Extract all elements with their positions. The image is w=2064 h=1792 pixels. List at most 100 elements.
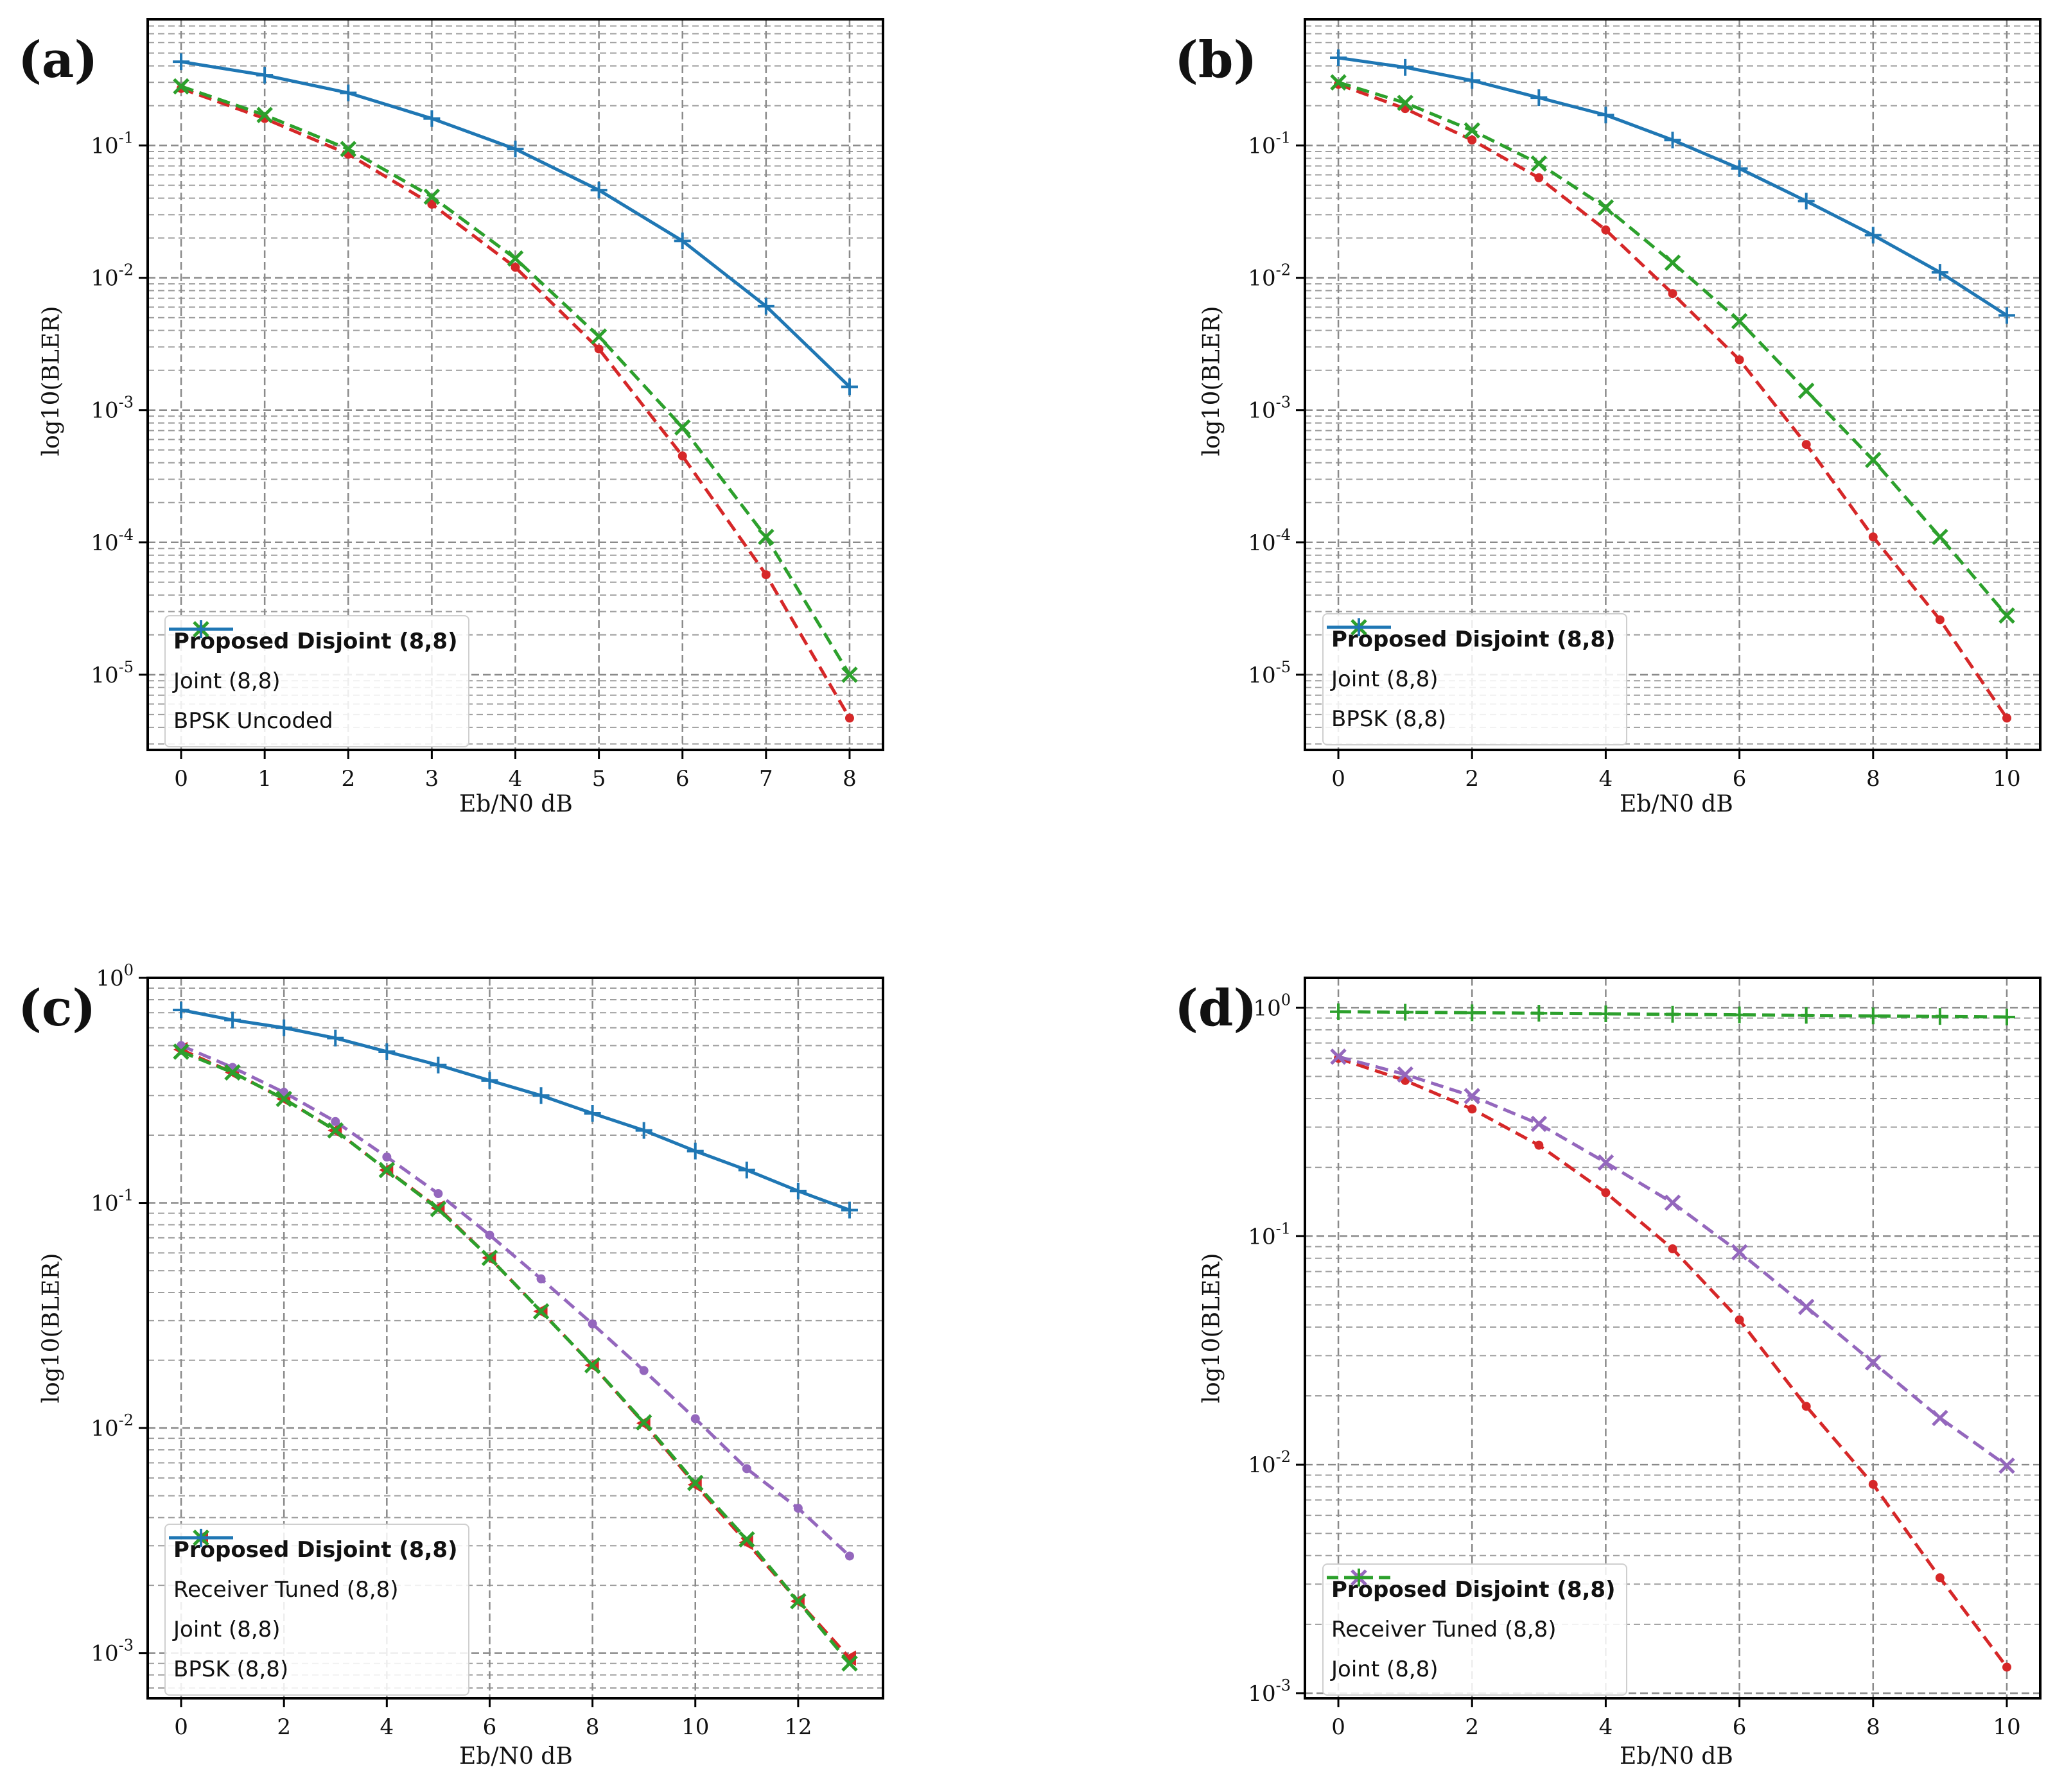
- y-tick-label: 10-3: [91, 1637, 134, 1667]
- data-point: [507, 141, 524, 158]
- chart-c: 100 10-1 10-2 10-3 0 2 4 6 8 10 12: [91, 961, 884, 1740]
- x-tick-label: 2: [277, 1714, 291, 1740]
- data-point: [275, 1019, 293, 1036]
- x-tick-label: 8: [586, 1714, 600, 1740]
- y-tick-label: 10-2: [91, 1411, 134, 1441]
- data-point: [378, 1043, 396, 1060]
- data-point: [1534, 173, 1544, 182]
- x-tick-label: 4: [380, 1714, 394, 1740]
- data-point: [481, 1072, 498, 1089]
- data-point: [2002, 1662, 2011, 1672]
- y-tick-label: 10-1: [91, 129, 134, 159]
- data-point: [1931, 264, 1948, 281]
- data-point: [1865, 451, 1882, 469]
- data-point: [532, 1303, 550, 1320]
- x-tick-label: 8: [843, 766, 857, 792]
- data-point: [590, 182, 608, 199]
- y-axis-label: log10(BLER): [1198, 1253, 1225, 1404]
- x-tick-label: 6: [1733, 1714, 1747, 1740]
- data-point: [1935, 1573, 1945, 1583]
- x-axis-label: Eb/N0 dB: [459, 1743, 573, 1770]
- legend-entry: Proposed Disjoint (8,8): [169, 622, 458, 661]
- data-point: [173, 1043, 189, 1060]
- data-point: [433, 1189, 443, 1199]
- legend-entry: Joint (8,8): [1327, 619, 1616, 699]
- data-point: [841, 666, 858, 683]
- data-point: [739, 1531, 755, 1548]
- data-point: [1797, 1007, 1815, 1024]
- data-point: [331, 1117, 340, 1126]
- data-point: [224, 1011, 241, 1029]
- data-point: [1330, 1003, 1347, 1020]
- data-point: [790, 1593, 807, 1610]
- data-point: [1664, 132, 1681, 149]
- data-point: [1530, 155, 1548, 172]
- data-point: [1998, 307, 2015, 324]
- x-tick-label: 2: [1465, 1714, 1479, 1740]
- series-line: [1338, 82, 2009, 719]
- data-point: [2002, 713, 2011, 723]
- data-point: [590, 328, 608, 345]
- data-point: [1735, 1315, 1744, 1325]
- x-tick-label: 6: [1733, 766, 1747, 792]
- data-point: [1868, 1479, 1878, 1489]
- y-tick-label: 100: [96, 961, 134, 991]
- data-point: [674, 232, 691, 250]
- legend-label: Joint (8,8): [1331, 666, 1439, 692]
- panel-c: (c) 100 10-1 10-2 10-3 0 2 4 6 8 10 12 log10(BLER)…: [0, 896, 1032, 1792]
- x-tick-label: 3: [425, 766, 439, 792]
- minor-grid: [1305, 1017, 2040, 1625]
- data-point: [789, 1182, 807, 1199]
- legend-entry: BPSK (8,8): [1327, 618, 1616, 739]
- data-point: [340, 141, 357, 157]
- data-point: [427, 200, 437, 209]
- data-point: [1330, 74, 1347, 91]
- data-point: [1664, 254, 1681, 271]
- data-point: [584, 1105, 601, 1122]
- data-point: [1797, 382, 1815, 399]
- data-point: [1664, 1005, 1681, 1023]
- data-point: [1330, 49, 1347, 67]
- series-joint-8-8-: [173, 1043, 858, 1672]
- data-point: [1664, 1194, 1681, 1212]
- legend-entry: Receiver Tuned (8,8): [1327, 1569, 1616, 1649]
- series-receiver-tuned-8-8-: [1330, 1048, 2015, 1474]
- data-point: [742, 1464, 751, 1474]
- data-point: [841, 1201, 858, 1219]
- y-tick-label: 10-3: [1248, 394, 1291, 424]
- chart-d: 100 10-1 10-2 10-3 0 2 4 6 8 10: [1248, 977, 2042, 1740]
- data-point: [532, 1087, 550, 1104]
- legend-label: Joint (8,8): [173, 1617, 281, 1642]
- y-tick-label: 10-3: [1248, 1676, 1291, 1707]
- data-point: [485, 1230, 494, 1240]
- x-tick-label: 1: [258, 766, 272, 792]
- x-tick-label: 10: [1993, 1714, 2020, 1740]
- data-point: [1534, 1140, 1544, 1150]
- plot-frame: [1304, 18, 2042, 751]
- legend-entry: Joint (8,8): [169, 621, 458, 701]
- legend: Proposed Disjoint (8,8) Receiver Tuned (…: [164, 1524, 469, 1696]
- data-point: [761, 570, 771, 580]
- data-point: [1467, 135, 1477, 145]
- series-line: [180, 1008, 850, 1212]
- data-point: [1797, 1298, 1815, 1316]
- data-point: [378, 1161, 396, 1179]
- x-tick-label: 0: [1331, 766, 1345, 792]
- data-point: [327, 1122, 344, 1139]
- panel-b: (b) 10-1 10-2 10-3 10-4 10-5 0 2 4 6 8 10 log10(BL…: [1032, 0, 2064, 896]
- x-tick-label: 4: [1599, 766, 1613, 792]
- data-point: [423, 188, 441, 205]
- data-point: [1801, 1402, 1811, 1411]
- data-point: [635, 1414, 652, 1431]
- data-point: [1601, 1188, 1611, 1197]
- data-point: [1330, 1048, 1347, 1065]
- x-tick-label: 6: [676, 766, 690, 792]
- data-point: [1397, 1066, 1413, 1083]
- data-point: [1735, 355, 1744, 365]
- series-bpsk-uncoded: [173, 53, 858, 396]
- legend-label: Joint (8,8): [1331, 1657, 1439, 1682]
- y-tick-label: 10-1: [1248, 1219, 1291, 1249]
- legend-entry: BPSK Uncoded: [169, 620, 458, 741]
- data-point: [173, 53, 190, 71]
- y-axis-label: log10(BLER): [38, 1253, 65, 1404]
